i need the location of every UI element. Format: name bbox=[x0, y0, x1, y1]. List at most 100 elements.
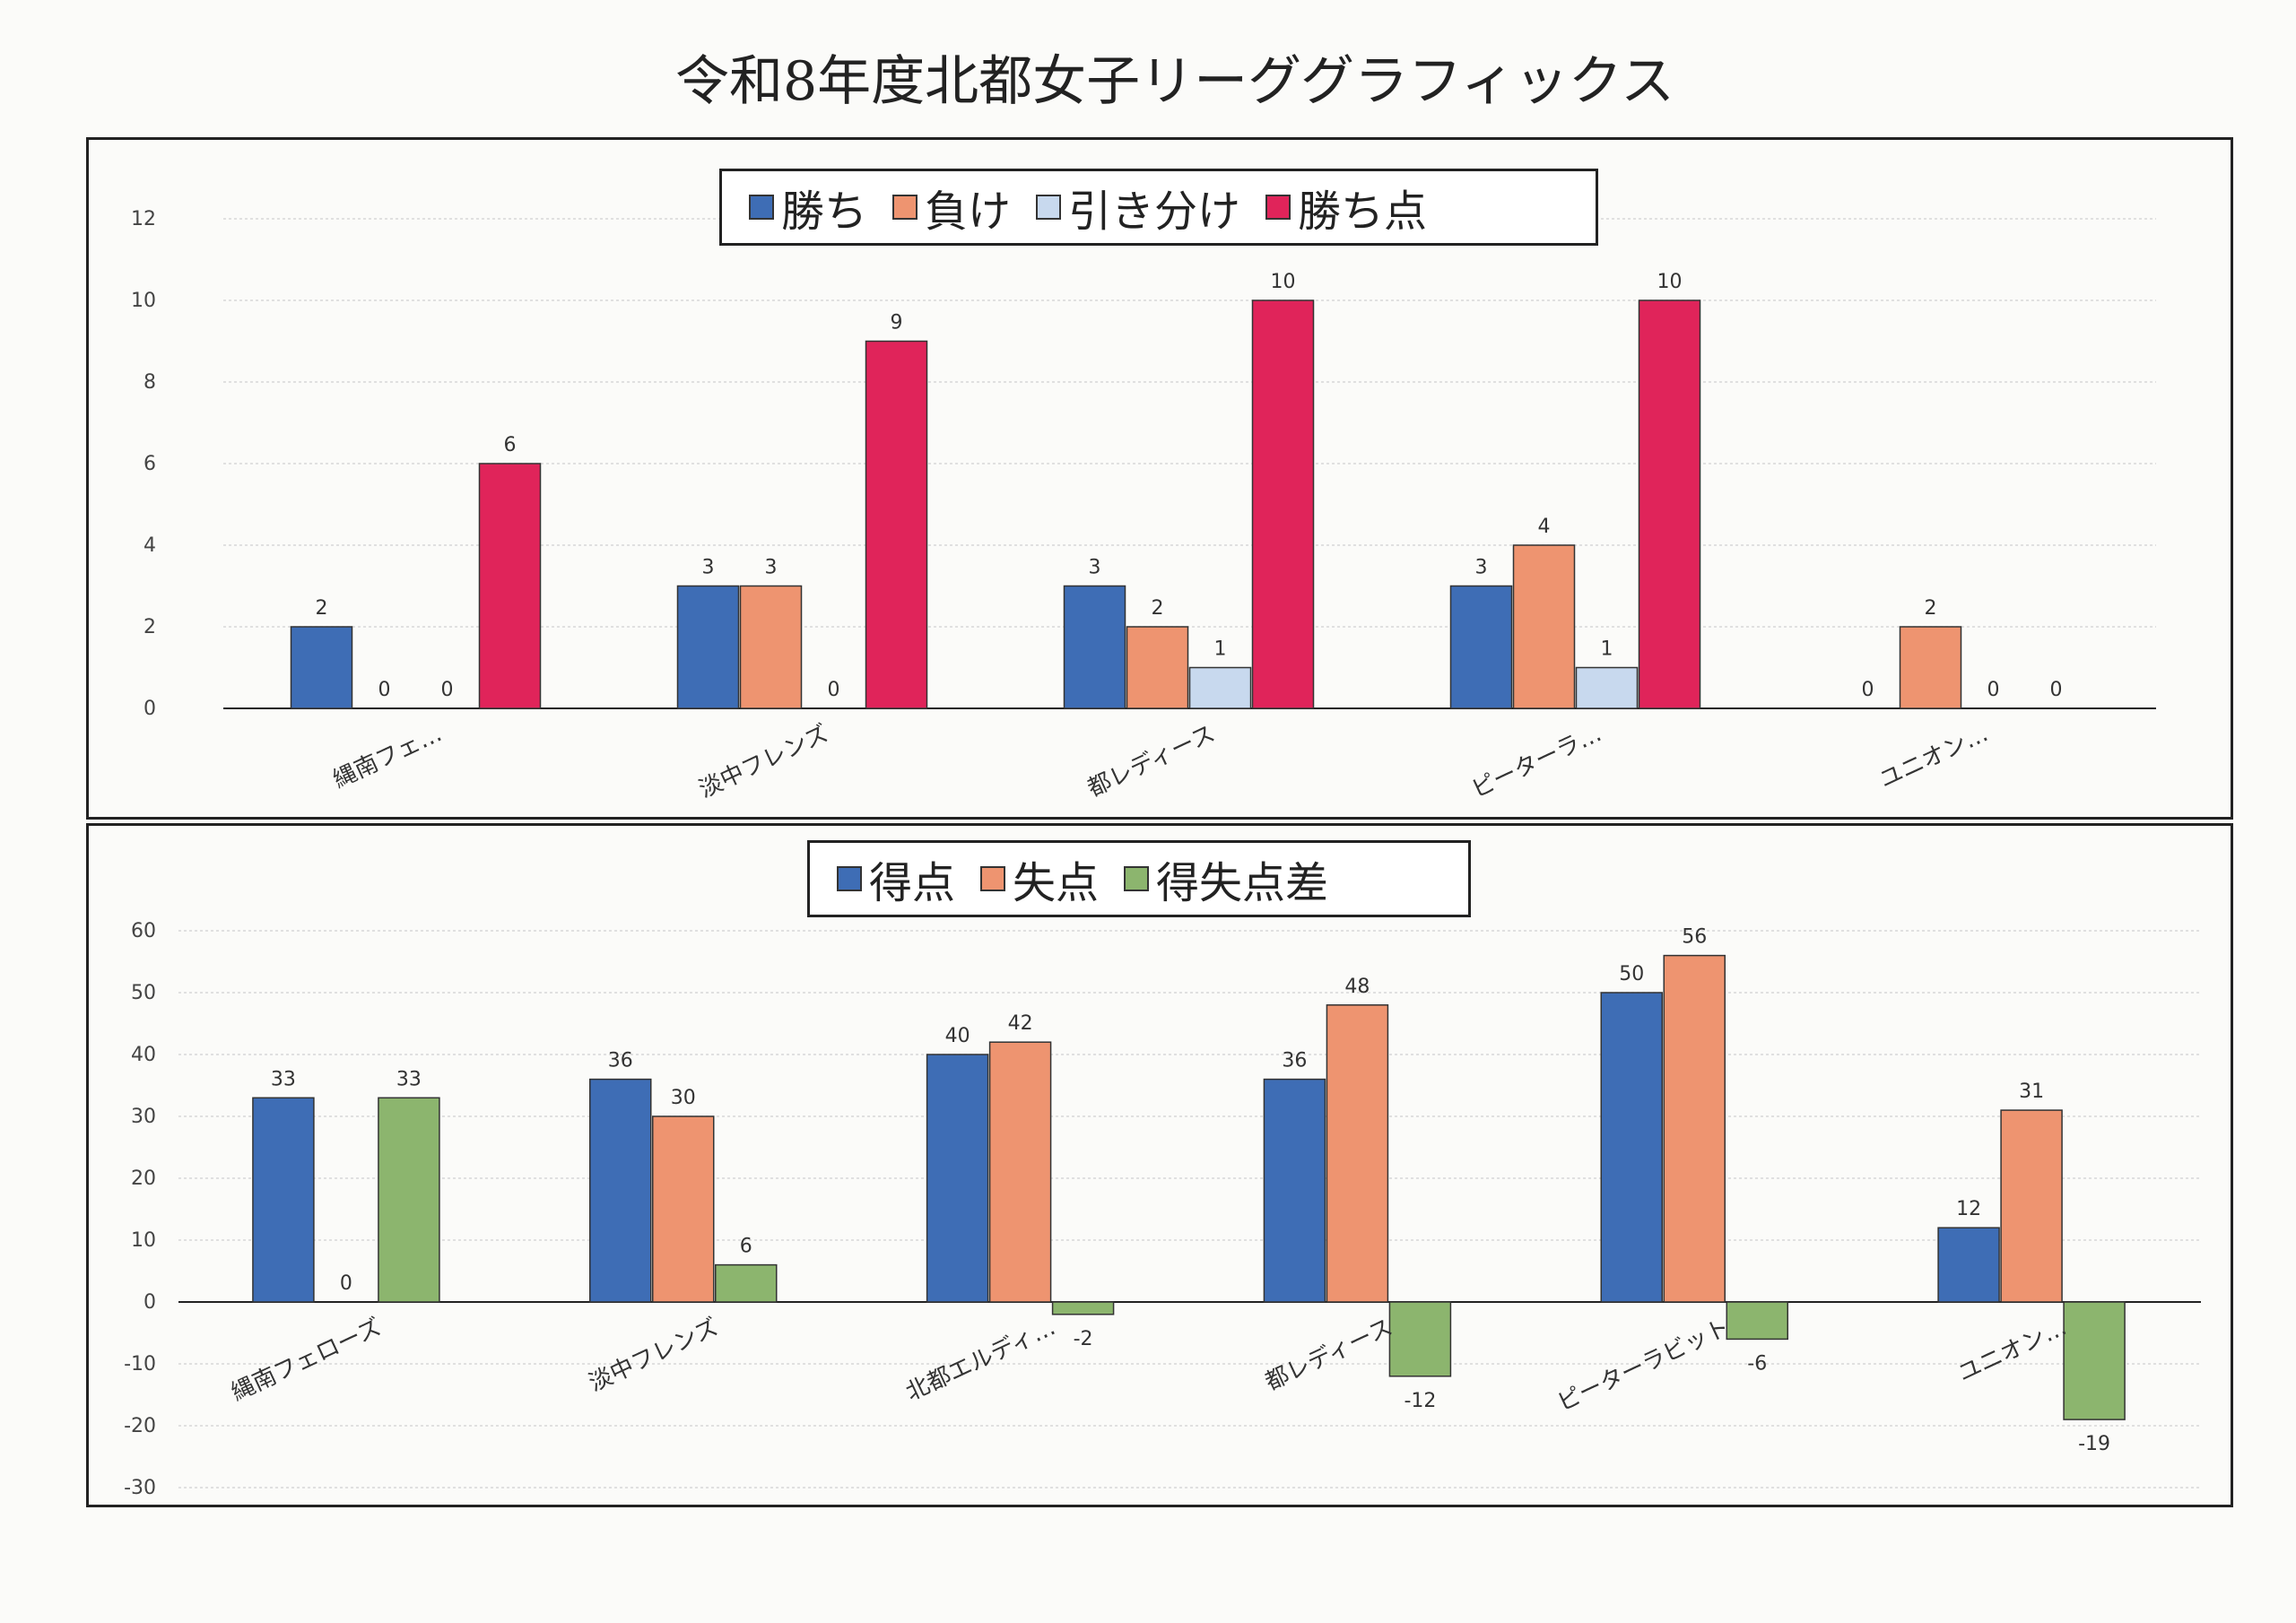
data-label-goals_for: 40 bbox=[945, 1025, 970, 1047]
data-label-goal_diff: 6 bbox=[740, 1236, 752, 1258]
legend-label-goal-diff: 得失点差 bbox=[1156, 858, 1329, 908]
legend-item-draws: 引き分け bbox=[1036, 176, 1240, 239]
legend-item-goal-diff: 得失点差 bbox=[1124, 847, 1328, 910]
legend-label-goals-against: 失点 bbox=[1013, 858, 1100, 908]
bar-goals_against bbox=[1663, 954, 1726, 1303]
bar-goals_against bbox=[652, 1115, 715, 1303]
data-label-goals_for: 33 bbox=[271, 1068, 296, 1090]
data-label-goal_diff: -2 bbox=[1074, 1328, 1093, 1350]
data-label-goals_for: 36 bbox=[1282, 1050, 1307, 1072]
legend-swatch-draws bbox=[1036, 195, 1062, 220]
legend-item-goals-for: 得点 bbox=[837, 847, 955, 910]
legend-item-points: 勝ち点 bbox=[1265, 176, 1427, 239]
x-category-label: 縄南フェ… bbox=[329, 720, 447, 794]
legend-label-goals-for: 得点 bbox=[869, 858, 956, 908]
bar-goal_diff bbox=[1051, 1301, 1115, 1315]
legend-item-wins: 勝ち bbox=[749, 176, 867, 239]
bar-goals_for bbox=[926, 1054, 989, 1303]
standings-legend: 勝ち 負け 引き分け 勝ち点 bbox=[719, 169, 1598, 246]
page-title: 令和8年度北都女子リーググラフィックス bbox=[675, 50, 1674, 113]
bar-loss bbox=[739, 585, 803, 709]
bar-goals_against bbox=[2000, 1109, 2063, 1303]
bar-goals_against bbox=[1326, 1004, 1389, 1303]
bar-win bbox=[290, 626, 353, 709]
data-label-points: 9 bbox=[891, 312, 903, 334]
bar-loss bbox=[1512, 544, 1576, 709]
legend-swatch-goal-diff bbox=[1124, 866, 1150, 891]
bar-draw bbox=[1575, 666, 1639, 709]
data-label-goal_diff: 33 bbox=[396, 1068, 422, 1090]
legend-item-losses: 負け bbox=[892, 176, 1011, 239]
y-tick-label: 0 bbox=[144, 698, 156, 720]
y-tick-label: -30 bbox=[124, 1477, 156, 1499]
data-label-goals_against: 42 bbox=[1008, 1012, 1033, 1035]
goals-legend: 得点 失点 得失点差 bbox=[807, 840, 1471, 917]
bar-goals_for bbox=[1263, 1078, 1326, 1303]
data-label-win: 3 bbox=[1475, 557, 1488, 579]
bar-goal_diff bbox=[2063, 1301, 2126, 1420]
bar-goals_for bbox=[589, 1078, 652, 1303]
data-label-draw: 0 bbox=[828, 679, 840, 701]
data-label-goals_against: 31 bbox=[2019, 1081, 2044, 1103]
x-category-label: 縄南フェローズ bbox=[227, 1314, 385, 1407]
data-label-goals_against: 56 bbox=[1682, 926, 1707, 949]
bar-goals_against bbox=[988, 1041, 1052, 1303]
data-label-draw: 0 bbox=[441, 679, 454, 701]
goals-chart-panel: 60 50 40 30 20 10 0 -10 -20 -30 33 36 40 36 50 12 0 30 42 4… bbox=[86, 823, 2233, 1507]
bar-goals_for bbox=[252, 1097, 315, 1303]
y-tick-label: 4 bbox=[144, 534, 156, 557]
legend-swatch-wins bbox=[749, 195, 774, 220]
legend-item-goals-against: 失点 bbox=[980, 847, 1099, 910]
legend-swatch-goals-against bbox=[980, 866, 1006, 891]
data-label-points: 6 bbox=[504, 434, 517, 456]
data-label-win: 2 bbox=[316, 597, 328, 620]
legend-label-draws: 引き分け bbox=[1068, 187, 1241, 237]
y-tick-label: 8 bbox=[144, 371, 156, 394]
bar-goals_for bbox=[1937, 1227, 2000, 1303]
x-category-label: 淡中フレンズ bbox=[695, 720, 833, 803]
y-tick-label: 10 bbox=[131, 290, 156, 312]
data-label-draw: 1 bbox=[1214, 638, 1227, 661]
x-category-label: 都レディース bbox=[1083, 720, 1219, 803]
bar-goals_for bbox=[1600, 992, 1663, 1303]
x-category-label: 淡中フレンズ bbox=[585, 1314, 723, 1397]
x-category-label: ユニオン… bbox=[1954, 1314, 2072, 1387]
standings-chart-panel: 12 10 8 6 4 2 0 2 3 3 3 0 0 3 2 4 2 0 0 1 1 0 6 9 10 10 0 縄南フェ… 淡中フレ… bbox=[86, 137, 2233, 820]
bar-points bbox=[1638, 299, 1701, 709]
legend-swatch-points bbox=[1265, 195, 1292, 220]
data-label-goals_for: 12 bbox=[1956, 1198, 1981, 1220]
bar-goal_diff bbox=[1388, 1301, 1452, 1377]
data-label-draw: 1 bbox=[1601, 638, 1613, 661]
bar-points bbox=[478, 463, 542, 709]
bar-win bbox=[1063, 585, 1126, 709]
x-category-label: ユニオン… bbox=[1875, 720, 1993, 794]
data-label-points: 10 bbox=[1271, 271, 1296, 293]
data-label-loss: 2 bbox=[1925, 597, 1937, 620]
y-tick-label: -20 bbox=[124, 1415, 156, 1437]
x-category-label: ピーターラビット bbox=[1553, 1314, 1734, 1417]
legend-swatch-losses bbox=[892, 195, 918, 220]
bar-loss bbox=[1126, 626, 1189, 709]
y-tick-label: 2 bbox=[144, 616, 156, 638]
bar-goal_diff bbox=[715, 1263, 778, 1303]
y-tick-label: 40 bbox=[131, 1044, 156, 1066]
data-label-loss: 2 bbox=[1152, 597, 1164, 620]
data-label-goals_for: 36 bbox=[608, 1050, 633, 1072]
data-label-win: 3 bbox=[1089, 557, 1101, 579]
y-tick-label: 20 bbox=[131, 1167, 156, 1190]
legend-label-losses: 負け bbox=[925, 187, 1012, 237]
bar-points bbox=[865, 340, 928, 709]
legend-label-wins: 勝ち bbox=[781, 187, 868, 237]
y-tick-label: 0 bbox=[144, 1291, 156, 1314]
y-tick-label: 30 bbox=[131, 1106, 156, 1128]
legend-swatch-goals-for bbox=[837, 866, 862, 891]
data-label-loss: 4 bbox=[1538, 516, 1551, 538]
data-label-goals_against: 48 bbox=[1344, 976, 1370, 998]
data-label-win: 0 bbox=[1862, 679, 1874, 701]
data-label-goals_against: 0 bbox=[340, 1272, 352, 1295]
x-category-label: 北都エルディ… bbox=[902, 1314, 1060, 1406]
y-tick-label: 60 bbox=[131, 920, 156, 942]
x-category-label: ピーターラ… bbox=[1467, 720, 1605, 803]
data-label-goal_diff: -12 bbox=[1404, 1390, 1436, 1412]
data-label-goals_against: 30 bbox=[671, 1087, 696, 1109]
